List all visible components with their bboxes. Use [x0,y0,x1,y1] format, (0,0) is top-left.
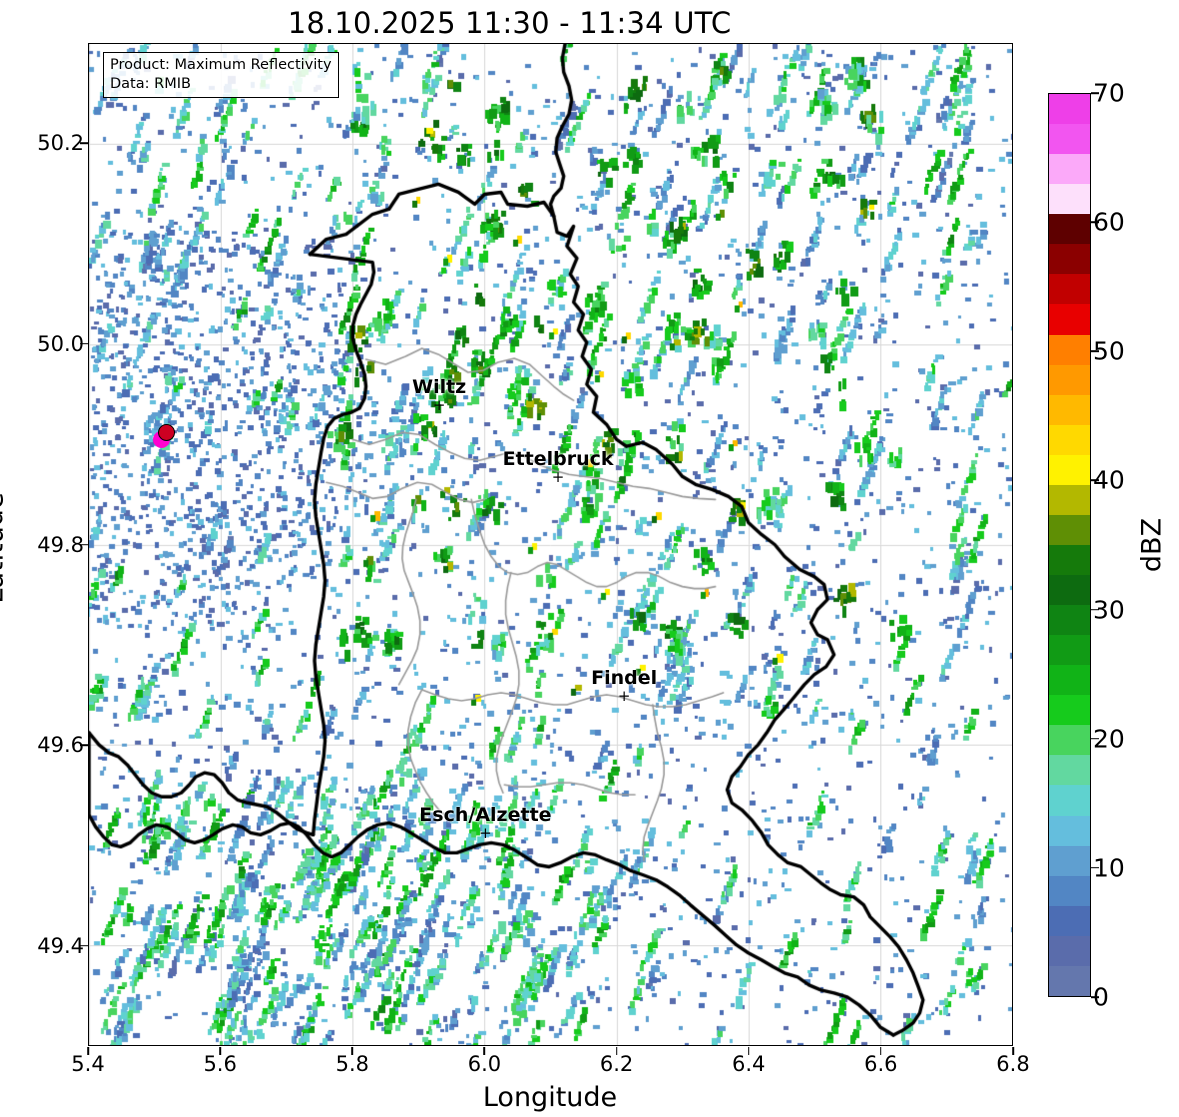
colorbar-band [1049,695,1090,726]
x-tick-label: 6.2 [599,1052,634,1076]
colorbar-band [1049,244,1090,275]
x-tick-mark [351,1047,354,1055]
colorbar-tick-mark [1091,608,1099,611]
colorbar-tick-mark [1091,867,1099,869]
colorbar-band [1049,214,1090,245]
colorbar-tick-mark [1091,221,1099,223]
y-tick-label: 49.8 [37,532,84,557]
product-line: Product: Maximum Reflectivity [110,57,332,73]
colorbar-band [1049,94,1090,125]
y-tick-label: 49.6 [37,733,84,758]
colorbar-label: dBZ [1136,517,1168,573]
city-marker-esch-alzette[interactable]: Esch/Alzette + [419,806,551,841]
city-cross-icon: + [551,468,565,487]
radar-site-dot-icon [158,424,176,442]
colorbar-band [1049,334,1090,365]
product-info-box: Product: Maximum Reflectivity Data: RMIB [103,52,339,99]
colorbar-band [1049,394,1090,425]
colorbar-tick-mark [1091,996,1099,998]
colorbar-band [1049,635,1090,666]
colorbar-band [1049,484,1090,515]
x-tick-label: 6.8 [996,1052,1030,1076]
x-tick-mark [219,1047,221,1055]
colorbar-band [1049,725,1090,756]
data-source-line: Data: RMIB [110,75,191,92]
city-cross-icon: + [479,824,492,843]
y-tick-mark [80,744,88,746]
colorbar-band [1049,875,1090,906]
city-label: Esch/Alzette [419,804,552,827]
x-tick-label: 6.6 [864,1052,898,1076]
colorbar-band [1049,755,1090,786]
colorbar-band [1049,364,1090,395]
colorbar-band [1049,965,1090,996]
colorbar-band [1049,304,1090,335]
colorbar-tick-mark [1091,479,1099,482]
x-tick-label: 5.8 [335,1052,369,1076]
y-tick-label: 49.4 [37,933,84,958]
radar-map-plot[interactable]: Product: Maximum Reflectivity Data: RMIB… [88,43,1013,1046]
colorbar-band [1049,154,1090,185]
colorbar-tick-mark [1091,92,1099,94]
x-tick-mark [880,1047,882,1055]
colorbar-band [1049,935,1090,966]
city-marker-ettelbruck[interactable]: Ettelbruck + [503,450,614,485]
x-tick-mark [615,1047,618,1055]
colorbar-band [1049,544,1090,575]
y-tick-mark [80,944,88,947]
y-tick-mark [80,543,88,546]
colorbar-band [1049,454,1090,485]
colorbar-band [1049,665,1090,696]
city-label: Wiltz [412,376,467,399]
x-tick-mark [483,1047,486,1055]
x-tick-label: 5.4 [71,1052,105,1076]
city-label: Findel [591,666,658,689]
colorbar-tick-mark [1091,737,1099,740]
city-cross-icon: + [432,396,446,415]
colorbar-band [1049,424,1090,455]
page-title: 18.10.2025 11:30 - 11:34 UTC [287,6,732,40]
colorbar-band [1049,514,1090,545]
y-tick-label: 50.0 [37,331,84,356]
colorbar-band [1049,845,1090,876]
x-tick-mark [1012,1047,1014,1055]
colorbar-band [1049,815,1090,846]
x-axis-label: Longitude [482,1082,618,1113]
radar-reflectivity-canvas [89,44,1012,1045]
x-tick-label: 6.0 [467,1052,502,1076]
colorbar-tick-mark [1091,350,1099,353]
city-cross-icon: + [617,686,631,705]
colorbar-tick-label: 0 [1093,982,1109,1012]
x-tick-label: 5.6 [203,1052,237,1076]
colorbar-band [1049,274,1090,305]
x-tick-mark [747,1047,750,1055]
colorbar-band [1049,575,1090,606]
y-tick-mark [80,142,88,145]
dbz-colorbar [1048,93,1091,997]
city-marker-findel[interactable]: Findel + [591,666,658,705]
colorbar-band [1049,184,1090,215]
colorbar-band [1049,785,1090,816]
colorbar-band [1049,905,1090,936]
city-marker-wiltz[interactable]: Wiltz + [412,378,466,413]
city-label: Ettelbruck [502,448,614,471]
y-tick-label: 50.2 [37,131,84,156]
colorbar-band [1049,605,1090,636]
y-tick-mark [80,343,88,345]
colorbar-band [1049,124,1090,155]
x-tick-mark [87,1047,89,1055]
x-tick-label: 6.4 [732,1052,766,1076]
